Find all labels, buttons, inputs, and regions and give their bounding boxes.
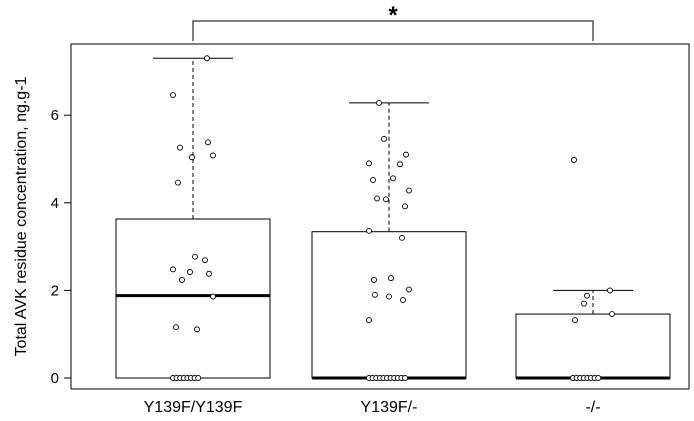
x-tick-label: Y139F/Y139F	[144, 399, 243, 416]
data-point	[383, 196, 389, 203]
data-point	[386, 293, 392, 300]
data-point	[175, 179, 181, 186]
data-point	[374, 195, 380, 202]
box-1	[311, 102, 467, 380]
data-point	[376, 99, 382, 106]
data-point	[400, 297, 406, 303]
data-point	[399, 234, 405, 241]
y-axis-label: Total AVK residue concentration, ng.g-1	[13, 76, 30, 356]
data-point	[372, 291, 378, 298]
data-point	[572, 317, 578, 324]
data-point	[194, 326, 200, 333]
box-2	[515, 289, 671, 380]
x-tick-label: -/-	[585, 399, 600, 416]
data-point	[179, 276, 185, 283]
data-point	[397, 161, 403, 168]
significance-bracket: *	[192, 2, 594, 41]
data-point	[406, 286, 412, 293]
y-tick-label: 6	[51, 107, 59, 124]
data-point	[571, 156, 577, 163]
data-point	[370, 177, 376, 183]
data-point	[192, 253, 198, 260]
data-point	[189, 154, 195, 161]
significance-star: *	[388, 2, 398, 29]
plot-frame	[70, 43, 690, 390]
data-point	[607, 287, 613, 294]
x-axis-labels: Y139F/Y139F Y139F/- -/-	[144, 399, 601, 416]
data-point	[204, 55, 210, 62]
data-point	[402, 203, 408, 210]
box-rect	[311, 231, 467, 379]
significance-line	[192, 20, 594, 41]
data-point	[170, 266, 176, 273]
data-point	[366, 227, 372, 234]
y-tick-label: 4	[51, 195, 59, 212]
data-point	[170, 92, 176, 99]
data-point	[205, 139, 211, 146]
box-rect	[115, 218, 271, 379]
data-point	[403, 151, 409, 158]
data-point	[187, 269, 193, 275]
data-point	[202, 257, 208, 264]
data-point	[173, 324, 179, 331]
y-axis: 0 2 4 6	[51, 107, 71, 387]
data-point	[595, 375, 602, 381]
data-point	[206, 270, 212, 277]
data-point	[581, 300, 587, 307]
data-point	[609, 311, 615, 318]
data-point	[584, 292, 590, 299]
data-point	[371, 276, 377, 283]
data-point	[390, 175, 396, 182]
x-tick-label: Y139F/-	[361, 399, 418, 416]
data-point	[366, 317, 372, 324]
y-tick-label: 0	[51, 370, 59, 387]
data-point	[366, 160, 372, 167]
box-0	[115, 57, 271, 379]
data-points	[170, 55, 615, 381]
data-point	[195, 375, 202, 381]
data-point	[210, 293, 216, 300]
box-rect	[515, 313, 671, 379]
data-point	[210, 152, 216, 159]
data-point	[381, 135, 387, 142]
data-point	[402, 375, 408, 381]
data-point	[177, 144, 183, 151]
data-point	[406, 187, 412, 194]
data-point	[388, 275, 394, 282]
y-tick-label: 2	[51, 282, 59, 299]
